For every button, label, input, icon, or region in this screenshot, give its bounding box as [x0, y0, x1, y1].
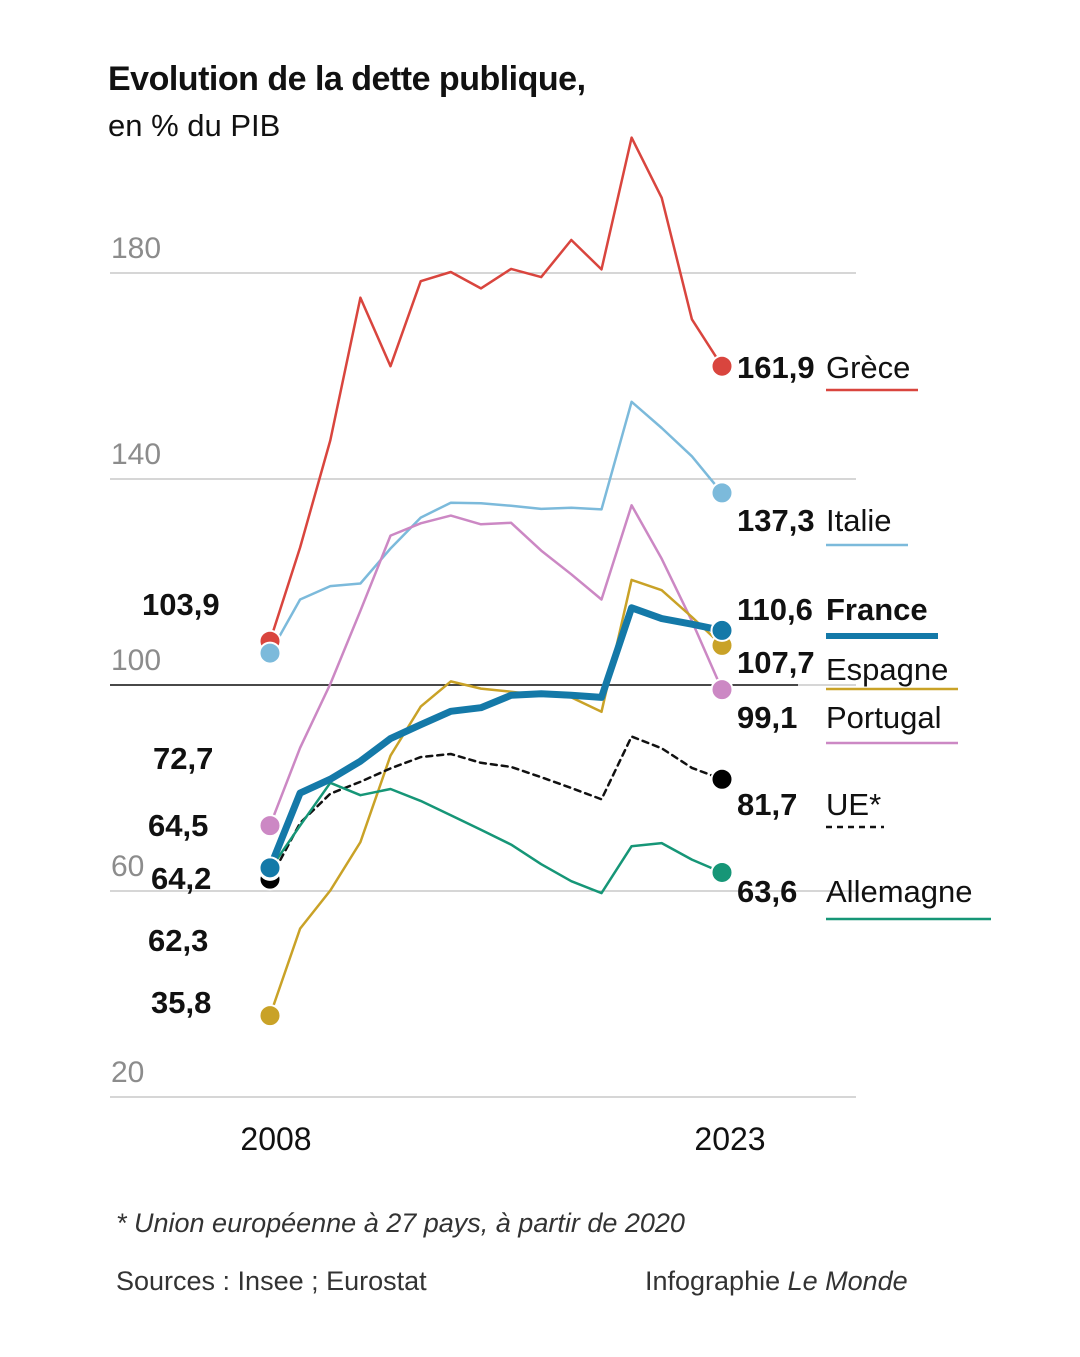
series-line-6: [266, 604, 726, 872]
series-name-label-1: Italie: [826, 503, 891, 538]
end-marker-0: [710, 354, 734, 378]
x-axis-labels: 2008 2023: [240, 1121, 765, 1157]
start-value-label-5: 64,2: [151, 861, 211, 896]
end-marker-6: [710, 618, 734, 642]
sources: Sources : Insee ; Eurostat: [116, 1266, 427, 1296]
series-name-label-5: Allemagne: [826, 874, 972, 909]
y-tick-label-180: 180: [111, 232, 161, 265]
start-value-label-3: 35,8: [151, 985, 211, 1020]
end-value-label-4: 81,7: [737, 787, 797, 822]
start-marker-6: [258, 856, 282, 880]
credit-prefix: Infographie: [645, 1266, 788, 1296]
end-marker-2: [710, 678, 734, 702]
y-tick-label-140: 140: [111, 438, 161, 471]
start-value-label-4: 62,3: [148, 923, 208, 958]
series-name-label-4: UE*: [826, 787, 881, 822]
series-line-0: [268, 136, 724, 643]
end-value-label-3: 107,7: [737, 645, 815, 680]
end-value-label-0: 161,9: [737, 350, 815, 385]
start-marker-1: [258, 641, 282, 665]
grid-lines: 20 60 100 140 180: [110, 232, 856, 1098]
end-marker-1: [710, 481, 734, 505]
credit: Infographie Le Monde: [645, 1266, 908, 1297]
start-marker-2: [258, 814, 282, 838]
start-value-label-6: 64,5: [148, 808, 208, 843]
x-tick-label-0: 2008: [240, 1121, 311, 1157]
end-value-label-2: 99,1: [737, 700, 797, 735]
end-value-label-6: 110,6: [737, 592, 813, 627]
series-labels: 161,9 Grèce 103,9 137,3 Italie 99,1 Portugal 72…: [142, 350, 991, 1020]
y-tick-label-20: 20: [111, 1056, 144, 1089]
credit-name: Le Monde: [787, 1266, 908, 1296]
series-name-label-2: Portugal: [826, 700, 941, 735]
series-lines: [266, 136, 726, 1017]
chart-title: Evolution de la dette publique,: [108, 60, 586, 98]
y-tick-label-100: 100: [111, 644, 161, 677]
series-line-2: [268, 504, 724, 827]
end-value-label-5: 63,6: [737, 874, 797, 909]
series-line-3: [268, 578, 724, 1017]
series-name-label-3: Espagne: [826, 652, 948, 687]
end-marker-5: [710, 860, 734, 884]
end-marker-4: [710, 767, 734, 791]
start-value-label-0: 103,9: [142, 587, 220, 622]
start-marker-3: [258, 1004, 282, 1028]
chart-subtitle: en % du PIB: [108, 108, 281, 143]
series-line-1: [268, 400, 724, 655]
series-markers: [258, 354, 734, 1028]
series-line-4: [268, 735, 724, 881]
y-tick-label-60: 60: [111, 850, 144, 883]
end-value-label-1: 137,3: [737, 503, 815, 538]
x-tick-label-1: 2023: [694, 1121, 765, 1157]
start-value-label-2: 72,7: [153, 741, 213, 776]
series-name-label-0: Grèce: [826, 350, 910, 385]
series-name-label-6: France: [826, 592, 928, 627]
footnote: * Union européenne à 27 pays, à partir d…: [116, 1208, 685, 1238]
series-line-5: [268, 781, 724, 895]
